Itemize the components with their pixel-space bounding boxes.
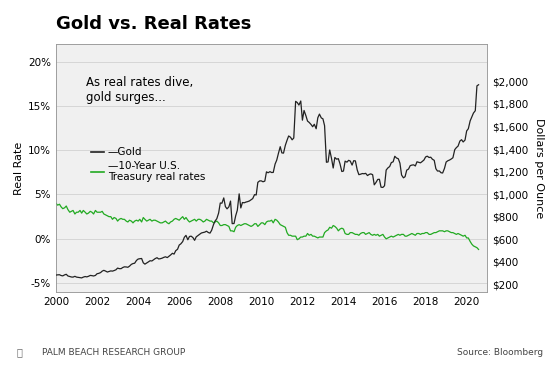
Text: Gold vs. Real Rates: Gold vs. Real Rates xyxy=(56,15,251,33)
Text: 🏛: 🏛 xyxy=(17,347,22,357)
Text: As real rates dive,
gold surges...: As real rates dive, gold surges... xyxy=(86,76,193,104)
Y-axis label: Dollars per Ounce: Dollars per Ounce xyxy=(534,118,544,218)
Y-axis label: Real Rate: Real Rate xyxy=(14,141,24,195)
Legend: —Gold, —10-Year U.S.
Treasury real rates: —Gold, —10-Year U.S. Treasury real rates xyxy=(87,143,209,187)
Text: Source: Bloomberg: Source: Bloomberg xyxy=(457,348,543,357)
Text: PALM BEACH RESEARCH GROUP: PALM BEACH RESEARCH GROUP xyxy=(42,348,185,357)
